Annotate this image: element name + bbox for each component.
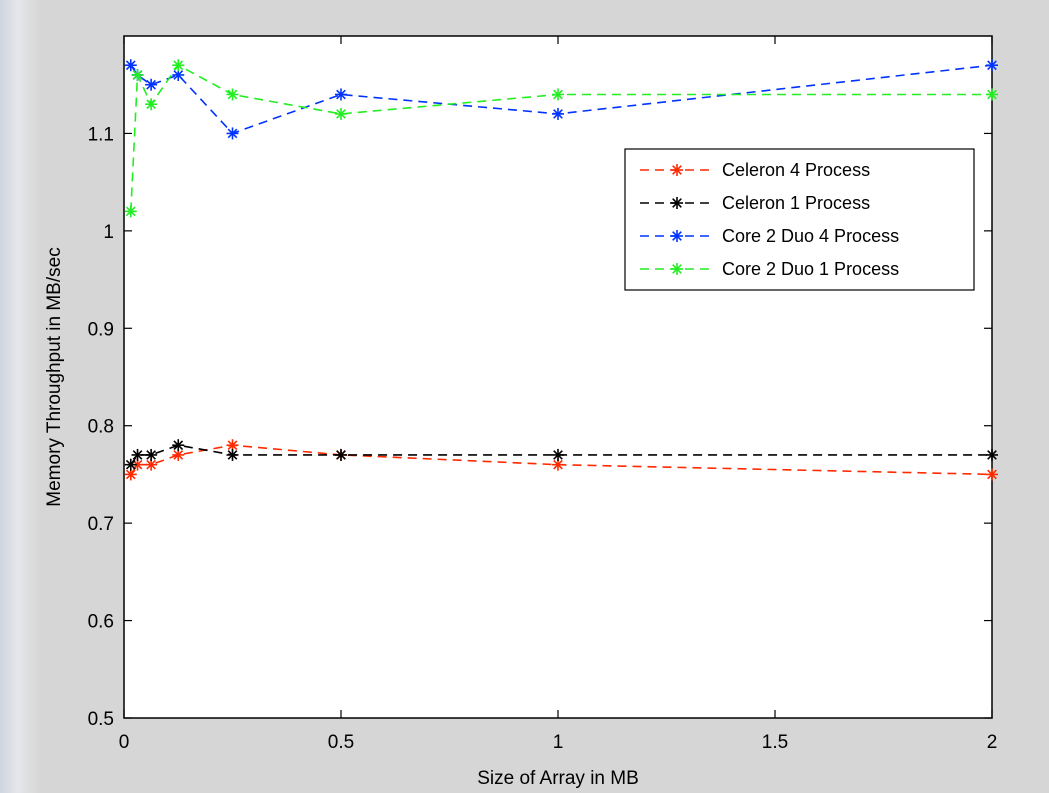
x-tick-label: 0 (119, 732, 130, 753)
legend-label: Core 2 Duo 1 Process (722, 259, 899, 279)
y-axis-label: Memory Throughput in MB/sec (44, 247, 65, 506)
series-line-core-2-duo-1-process (130, 64, 992, 212)
y-tick-label: 0.7 (88, 514, 114, 535)
legend-entry-celeron-1-process: Celeron 1 Process (640, 193, 870, 213)
y-tick-label: 0.5 (88, 709, 114, 730)
data-point (131, 68, 144, 81)
y-tick-label: 1 (103, 222, 114, 243)
data-point (335, 448, 347, 461)
data-point (124, 468, 137, 481)
x-tick-label: 1 (553, 732, 564, 753)
data-point (552, 88, 564, 101)
y-tick-label: 0.6 (88, 612, 114, 633)
data-point (226, 448, 239, 461)
legend-entry-celeron-4-process: Celeron 4 Process (640, 160, 870, 180)
legend-label: Celeron 1 Process (722, 193, 870, 213)
data-point (124, 458, 137, 471)
legend-entry-core-2-duo-1-process: Core 2 Duo 1 Process (640, 259, 899, 279)
data-point (226, 127, 239, 140)
series-core-2-duo-1-process (124, 59, 998, 218)
data-point (335, 107, 347, 120)
data-point (552, 107, 564, 120)
series-line-core-2-duo-4-process (130, 64, 993, 135)
y-tick-label: 0.8 (88, 417, 114, 438)
y-tick-label: 0.9 (88, 319, 114, 340)
series-line-celeron-1-process (130, 444, 992, 466)
data-point (145, 448, 158, 461)
data-point (172, 439, 185, 452)
data-point (124, 59, 137, 72)
data-point (131, 448, 144, 461)
data-point (172, 59, 185, 72)
y-tick-label: 1.1 (88, 124, 114, 145)
series-celeron-1-process (124, 439, 998, 471)
series-layer (124, 59, 998, 481)
x-tick-label: 0.5 (328, 732, 354, 753)
x-axis-label: Size of Array in MB (477, 768, 639, 789)
legend-marker (671, 197, 683, 209)
data-point (226, 88, 239, 101)
data-point (986, 448, 998, 461)
data-point (986, 468, 998, 481)
data-point (145, 98, 158, 111)
data-point (124, 205, 137, 218)
data-point (552, 448, 564, 461)
data-point (335, 88, 347, 101)
plot-area (123, 35, 993, 719)
legend-marker (671, 263, 683, 275)
legend-marker (671, 164, 683, 176)
legend: Celeron 4 Process Celeron 1 Process Core 2… (624, 148, 975, 291)
data-point (145, 458, 158, 471)
legend-box (624, 148, 975, 291)
data-point (986, 88, 998, 101)
legend-marker (671, 230, 683, 242)
data-point (145, 78, 158, 91)
data-point (552, 458, 564, 471)
legend-entry-core-2-duo-4-process: Core 2 Duo 4 Process (640, 226, 899, 246)
x-tick-label: 1.5 (762, 732, 788, 753)
data-point (986, 59, 998, 72)
legend-label: Celeron 4 Process (722, 160, 870, 180)
legend-label: Core 2 Duo 4 Process (722, 226, 899, 246)
axis-ticks: 0 0.5 1 1.5 20.50.60.70.80.911.1 (88, 36, 998, 753)
x-tick-label: 2 (987, 732, 998, 753)
